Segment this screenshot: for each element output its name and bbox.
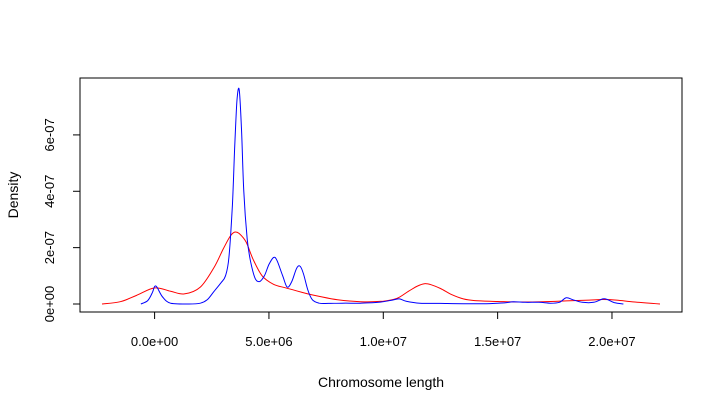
x-tick-label: 0.0e+00 [131, 334, 178, 349]
y-axis-title: Density [5, 172, 21, 219]
y-axis: 0e+00 2e-07 4e-07 6e-07 [42, 118, 81, 323]
y-tick-label: 2e-07 [42, 231, 57, 264]
y-tick-label: 0e+00 [42, 286, 57, 323]
y-tick-label: 4e-07 [42, 175, 57, 208]
x-tick-label: 1.5e+07 [474, 334, 521, 349]
series-layer [101, 87, 661, 305]
density-curve-blue [140, 87, 624, 305]
x-axis-title: Chromosome length [318, 374, 444, 390]
x-tick-label: 1.0e+07 [360, 334, 407, 349]
plot-box [79, 77, 683, 313]
y-tick-label: 6e-07 [42, 118, 57, 151]
x-tick-label: 5.0e+06 [245, 334, 292, 349]
x-axis: 0.0e+00 5.0e+06 1.0e+07 1.5e+07 2.0e+07 [131, 311, 636, 349]
density-curve-red [101, 231, 661, 305]
x-tick-label: 2.0e+07 [588, 334, 635, 349]
